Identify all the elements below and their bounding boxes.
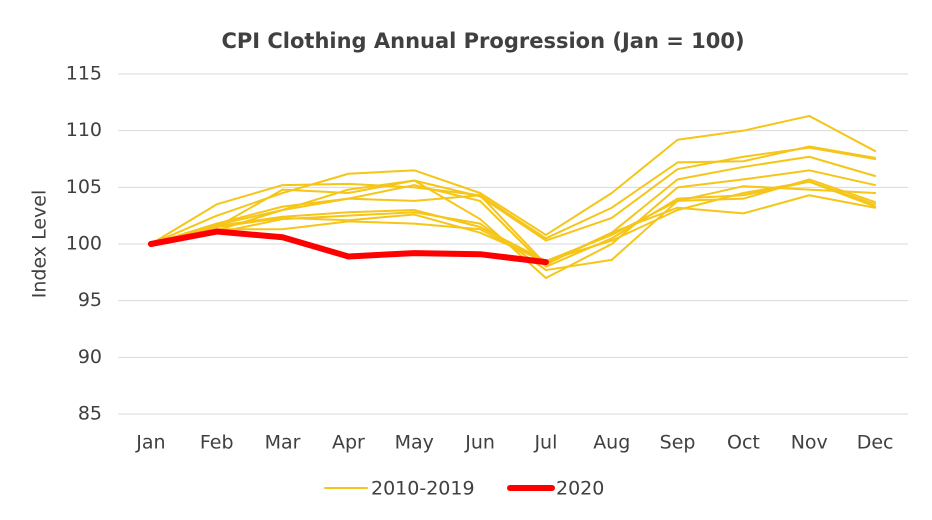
- legend-label: 2020: [556, 478, 604, 500]
- x-tick-label: Mar: [265, 432, 301, 454]
- x-tick-label: Jan: [135, 432, 165, 454]
- y-tick-label: 115: [66, 63, 102, 85]
- x-tick-label: Apr: [332, 432, 365, 454]
- y-tick-label: 100: [66, 233, 102, 255]
- x-tick-label: Aug: [593, 432, 630, 454]
- series-line: [149, 155, 877, 266]
- series-line: [149, 185, 877, 262]
- y-tick-label: 110: [66, 119, 102, 141]
- x-tick-label: Oct: [727, 432, 760, 454]
- x-tick-label: Jul: [533, 432, 557, 454]
- series-line: [149, 180, 877, 268]
- x-tick-label: Feb: [200, 432, 234, 454]
- x-tick-label: May: [395, 432, 434, 454]
- chart-title: CPI Clothing Annual Progression (Jan = 1…: [221, 29, 744, 53]
- series-line: [149, 145, 877, 245]
- x-tick-label: Dec: [857, 432, 894, 454]
- y-tick-label: 105: [66, 176, 102, 198]
- y-tick-label: 90: [78, 346, 102, 368]
- y-tick-label: 95: [78, 289, 102, 311]
- x-tick-label: Sep: [660, 432, 696, 454]
- series-line: [149, 146, 877, 245]
- x-tick-label: Nov: [791, 432, 828, 454]
- y-axis-label: Index Level: [29, 190, 51, 299]
- y-tick-label: 85: [78, 403, 102, 425]
- series-line: [149, 180, 877, 262]
- legend-label: 2010-2019: [371, 478, 475, 500]
- series-line: [147, 228, 549, 266]
- x-tick-label: Jun: [464, 432, 495, 454]
